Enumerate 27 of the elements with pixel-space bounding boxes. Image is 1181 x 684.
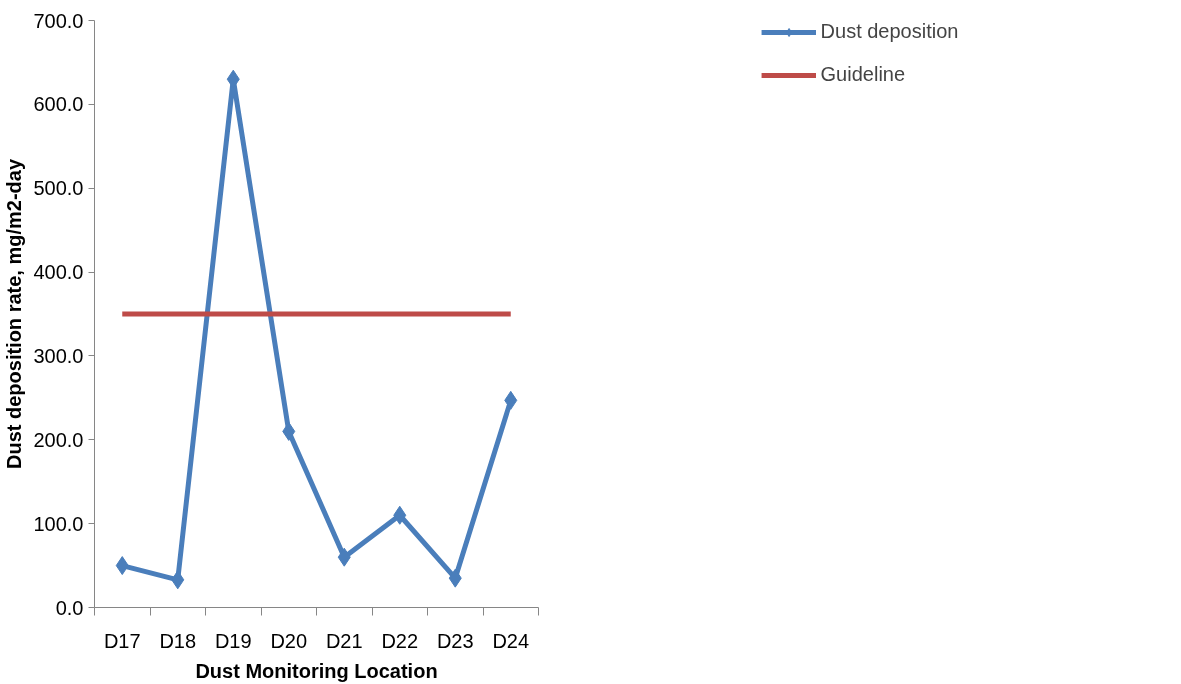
point bbox=[115, 556, 129, 576]
y-tick-label: 700.0 bbox=[33, 9, 84, 32]
y-tick-label: 500.0 bbox=[33, 177, 84, 200]
point bbox=[337, 547, 351, 567]
point bbox=[504, 390, 518, 410]
x-tick-label: D24 bbox=[492, 629, 530, 652]
point bbox=[171, 570, 185, 590]
x-tick-label: D18 bbox=[159, 629, 197, 652]
y-tick-label: 300.0 bbox=[33, 344, 84, 367]
x-tick-label: D22 bbox=[381, 629, 419, 652]
point bbox=[282, 421, 296, 441]
x-tick-label: D23 bbox=[436, 629, 474, 652]
y-tick-label: 200.0 bbox=[33, 428, 84, 451]
point bbox=[393, 505, 407, 525]
y-axis-title: Dust deposition rate, mg/m2-day bbox=[3, 158, 26, 470]
legend-label: Dust deposition bbox=[820, 20, 959, 43]
legend-label: Guideline bbox=[820, 63, 906, 86]
y-tick-label: 600.0 bbox=[33, 93, 84, 116]
x-axis-title: Dust Monitoring Location bbox=[195, 659, 438, 682]
point bbox=[448, 568, 462, 588]
x-tick-label: D21 bbox=[325, 629, 363, 652]
y-tick-label: 0.0 bbox=[55, 596, 84, 619]
y-tick-label: 100.0 bbox=[33, 512, 84, 535]
y-tick-label: 400.0 bbox=[33, 261, 84, 284]
x-tick-label: D20 bbox=[270, 629, 308, 652]
x-tick-label: D17 bbox=[103, 629, 141, 652]
x-tick-label: D19 bbox=[214, 629, 252, 652]
